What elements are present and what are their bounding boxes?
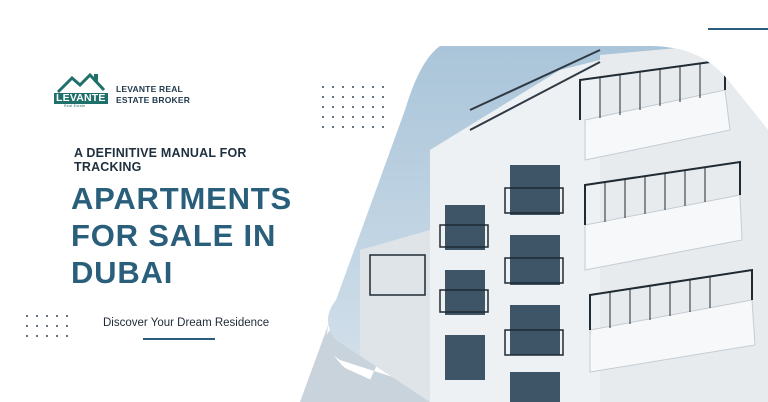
company-logo: LEVANTE Real Estate LEVANTE REAL ESTATE … bbox=[54, 70, 194, 108]
tagline-underline bbox=[143, 338, 215, 340]
tagline: Discover Your Dream Residence bbox=[103, 317, 270, 329]
title-line2: FOR SALE IN bbox=[71, 218, 277, 253]
kicker-line1: A DEFINITIVE MANUAL FOR bbox=[74, 146, 247, 160]
title-line1: APARTMENTS bbox=[71, 181, 292, 216]
logo-wordmark: LEVANTE bbox=[54, 92, 108, 104]
title-line3: DUBAI bbox=[71, 255, 174, 290]
house-logo-icon bbox=[56, 72, 106, 94]
company-name: LEVANTE REAL ESTATE BROKER bbox=[116, 84, 190, 106]
headline-title: APARTMENTS FOR SALE IN DUBAI bbox=[71, 180, 331, 291]
company-name-line1: LEVANTE REAL bbox=[116, 84, 183, 94]
headline-kicker: A DEFINITIVE MANUAL FOR TRACKING bbox=[74, 146, 294, 174]
dot-pattern-top bbox=[322, 86, 392, 131]
accent-line-top bbox=[708, 28, 768, 30]
kicker-line2: TRACKING bbox=[74, 160, 142, 174]
logo-subtext: Real Estate bbox=[64, 104, 86, 108]
company-name-line2: ESTATE BROKER bbox=[116, 95, 191, 105]
dot-pattern-bottom bbox=[26, 315, 76, 340]
